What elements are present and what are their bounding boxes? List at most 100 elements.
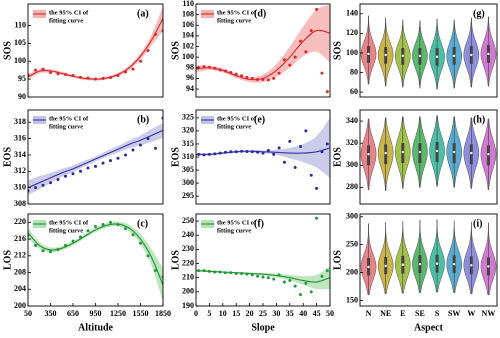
data-point: [79, 235, 82, 239]
data-point: [218, 68, 222, 72]
x-tick-label: 35: [286, 309, 294, 318]
y-tick-label: 295: [182, 191, 194, 200]
median: [470, 151, 473, 155]
frame: [359, 109, 498, 205]
y-tick-label: 140: [346, 9, 358, 18]
frame: [195, 213, 331, 307]
data-point: [49, 250, 52, 254]
y-tick-label: 320: [346, 138, 358, 147]
data-point: [154, 32, 157, 36]
data-point: [223, 150, 227, 154]
data-point: [320, 150, 324, 154]
data-point: [154, 268, 157, 272]
y-tick-label: 316: [14, 133, 26, 142]
y-axis-title: LOS: [170, 250, 181, 270]
y-axis-title: SOS: [2, 41, 13, 60]
x-tick-label: 5: [207, 309, 211, 318]
panel-label: (c): [137, 218, 148, 229]
median: [487, 52, 490, 56]
panel-label: (a): [137, 8, 149, 19]
x-tick-label: 1850: [155, 309, 171, 318]
plot-area: [360, 219, 497, 296]
data-point: [325, 90, 329, 94]
y-tick-label: 120: [346, 28, 358, 37]
y-tick-label: 300: [346, 160, 358, 169]
data-point: [293, 165, 297, 169]
frame: [359, 3, 498, 98]
data-point: [309, 173, 313, 177]
data-point: [41, 183, 45, 187]
data-point: [288, 279, 292, 283]
data-point: [131, 233, 135, 237]
data-point: [234, 72, 238, 76]
median: [384, 264, 387, 268]
x-tick-label: S: [435, 309, 440, 318]
frame: [359, 213, 498, 307]
y-tick-label: 200: [182, 287, 194, 296]
legend-text: the 95% CI of: [49, 115, 89, 122]
data-point: [272, 76, 276, 80]
panel-label: (h): [473, 114, 485, 125]
legend-text: fitting curve: [49, 227, 83, 234]
y-axis-title: LOS: [332, 250, 343, 270]
median: [470, 53, 473, 57]
panel-label: (b): [137, 114, 149, 125]
data-point: [86, 76, 90, 80]
data-point: [34, 243, 37, 247]
panel-label: (e): [254, 114, 265, 125]
y-axis-title: SOS: [332, 41, 343, 60]
data-point: [94, 164, 97, 168]
frame: [27, 3, 164, 98]
data-point: [116, 156, 120, 160]
y-tick-label: 90: [18, 92, 26, 101]
data-point: [261, 77, 265, 81]
data-point: [116, 74, 120, 78]
median: [435, 55, 439, 59]
y-tick-label: 250: [346, 239, 358, 248]
data-point: [299, 293, 303, 297]
data-point: [256, 77, 260, 81]
x-tick-label: NW: [482, 309, 496, 318]
data-point: [315, 216, 319, 220]
y-tick-label: 325: [182, 113, 194, 122]
data-point: [315, 7, 319, 11]
data-point: [223, 69, 227, 73]
x-tick-label: 10: [219, 309, 227, 318]
data-point: [229, 271, 233, 275]
y-tick-label: 300: [182, 178, 194, 187]
data-point: [207, 152, 211, 156]
data-point: [207, 269, 211, 273]
data-point: [139, 59, 142, 63]
data-point: [131, 148, 135, 152]
y-tick-label: 210: [182, 273, 194, 282]
data-point: [282, 58, 286, 62]
data-point: [240, 74, 244, 78]
data-point: [109, 220, 112, 224]
x-tick-label: 40: [299, 309, 307, 318]
data-point: [101, 161, 105, 165]
x-tick-label: N: [366, 309, 372, 318]
x-tick-label: 45: [313, 309, 321, 318]
y-tick-label: 94: [186, 84, 194, 93]
median: [435, 262, 439, 265]
y-tick-label: 315: [182, 139, 194, 148]
data-point: [250, 150, 254, 154]
data-point: [256, 150, 260, 154]
data-point: [266, 78, 270, 82]
data-point: [320, 71, 324, 75]
data-point: [202, 65, 206, 69]
data-point: [234, 150, 238, 154]
y-tick-label: 312: [14, 166, 26, 175]
y-tick-label: 280: [346, 182, 358, 191]
median: [470, 264, 473, 267]
data-point: [34, 68, 37, 72]
median: [384, 151, 387, 155]
data-point: [71, 239, 75, 243]
median: [452, 54, 456, 58]
median: [367, 52, 370, 56]
data-point: [309, 290, 313, 294]
data-point: [34, 186, 37, 190]
fit-curve: [28, 223, 163, 286]
